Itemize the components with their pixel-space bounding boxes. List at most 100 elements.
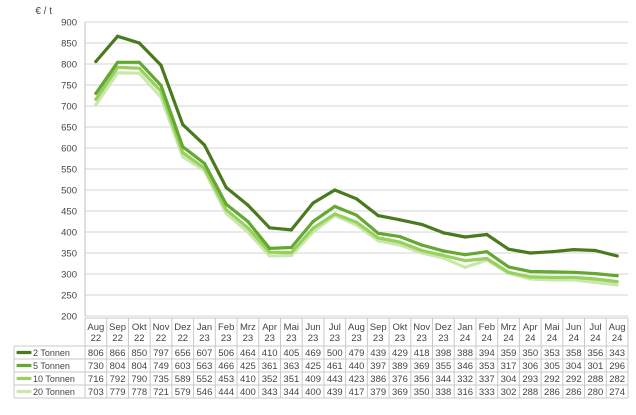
x-tick-label-month: Feb <box>218 322 234 333</box>
y-tick-label: 600 <box>61 144 77 155</box>
x-tick-label-month: Mai <box>284 322 299 333</box>
x-tick-label-year: 23 <box>351 333 362 344</box>
data-point <box>202 161 207 166</box>
data-point <box>224 202 228 206</box>
table-cell-value: 343 <box>609 348 625 359</box>
data-point <box>615 274 619 278</box>
y-tick-label: 900 <box>61 18 77 29</box>
table-cell-value: 400 <box>240 387 256 398</box>
table-cell-value: 301 <box>587 361 603 372</box>
data-point <box>289 250 293 255</box>
y-tick-label: 200 <box>61 312 77 323</box>
table-cell-value: 804 <box>110 361 126 372</box>
x-tick-label-year: 24 <box>482 333 493 344</box>
data-point <box>485 232 489 237</box>
data-point <box>224 211 228 216</box>
x-tick-label-month: Jul <box>329 322 341 333</box>
table-cell-value: 379 <box>370 387 386 398</box>
table-cell-value: 850 <box>131 348 147 359</box>
x-tick-label-month: Dez <box>435 322 452 333</box>
table-cell-value: 866 <box>110 348 126 359</box>
table-cell-value: 440 <box>349 361 365 372</box>
table-cell-value: 410 <box>240 374 256 385</box>
x-tick-label-year: 24 <box>547 333 558 344</box>
y-tick-label: 750 <box>61 81 77 92</box>
data-point <box>94 103 98 107</box>
table-cell-value: 351 <box>283 374 299 385</box>
x-tick-label-year: 22 <box>91 333 102 344</box>
data-point <box>528 275 532 279</box>
x-tick-label-year: 24 <box>590 333 601 344</box>
table-cell-value: 358 <box>566 348 582 359</box>
table-cell-value: 304 <box>566 361 582 372</box>
x-tick-label-year: 22 <box>112 333 123 344</box>
data-point <box>268 250 272 254</box>
table-cell-value: 292 <box>566 374 582 385</box>
data-point <box>398 235 402 239</box>
data-point <box>550 278 554 282</box>
table-cell-value: 749 <box>153 361 169 372</box>
table-cell-value: 344 <box>283 387 299 398</box>
data-point <box>311 219 315 224</box>
table-cell-value: 286 <box>544 387 560 398</box>
data-point <box>376 214 380 218</box>
data-point <box>485 256 489 261</box>
x-tick-label-month: Aug <box>87 322 104 333</box>
table-cell-value: 804 <box>131 361 147 372</box>
x-tick-label-year: 23 <box>329 333 340 344</box>
table-cell-value: 344 <box>435 374 451 385</box>
x-tick-label-year: 24 <box>503 333 514 344</box>
x-tick-label-month: Nov <box>413 322 430 333</box>
table-cell-value: 405 <box>283 348 299 359</box>
data-point <box>115 65 120 69</box>
table-cell-value: 429 <box>392 348 408 359</box>
data-point <box>354 220 359 224</box>
data-point <box>333 188 337 192</box>
x-tick-label-year: 24 <box>525 333 536 344</box>
x-tick-label-month: Nov <box>153 322 170 333</box>
x-tick-label-month: Apr <box>523 322 538 333</box>
data-point <box>506 270 511 274</box>
data-point <box>94 91 98 95</box>
table-cell-value: 506 <box>218 348 234 359</box>
table-cell-value: 350 <box>522 348 538 359</box>
data-point <box>137 66 141 70</box>
data-point <box>333 212 337 216</box>
data-point <box>268 254 272 258</box>
data-point <box>137 60 141 64</box>
table-cell-value: 721 <box>153 387 169 398</box>
data-point <box>463 235 467 239</box>
data-point <box>572 248 576 252</box>
table-cell-value: 361 <box>262 361 278 372</box>
table-cell-value: 563 <box>197 361 213 372</box>
data-point <box>289 253 293 258</box>
table-cell-value: 388 <box>457 348 473 359</box>
data-point <box>246 230 250 234</box>
y-tick-label: 350 <box>61 249 77 260</box>
data-point <box>441 231 445 235</box>
data-point <box>615 279 619 284</box>
table-cell-value: 444 <box>218 387 234 398</box>
table-cell-value: 453 <box>218 374 234 385</box>
table-cell-value: 546 <box>197 387 213 398</box>
series-layer <box>94 34 619 287</box>
data-point <box>420 222 424 227</box>
table-cell-value: 304 <box>501 374 517 385</box>
data-point <box>572 270 576 274</box>
x-tick-label-month: Jun <box>566 322 581 333</box>
x-tick-label-month: Aug <box>609 322 626 333</box>
data-point <box>159 63 163 67</box>
data-point <box>376 239 380 243</box>
table-cell-value: 552 <box>197 374 213 385</box>
data-point <box>528 269 532 274</box>
table-cell-value: 790 <box>131 374 147 385</box>
x-tick-label-year: 23 <box>264 333 275 344</box>
table-cell-value: 443 <box>327 374 343 385</box>
data-point <box>485 250 489 254</box>
x-tick-label-month: Jul <box>589 322 601 333</box>
x-tick-label-year: 23 <box>199 333 210 344</box>
table-cell-value: 369 <box>414 361 430 372</box>
table-cell-value: 306 <box>522 361 538 372</box>
table-cell-value: 417 <box>349 387 365 398</box>
